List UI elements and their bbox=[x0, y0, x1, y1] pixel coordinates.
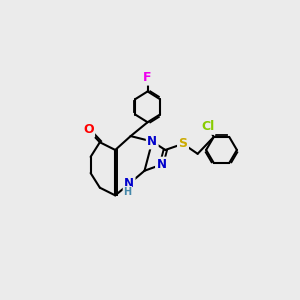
Text: N: N bbox=[147, 135, 157, 148]
Text: Cl: Cl bbox=[201, 120, 214, 134]
Text: N: N bbox=[124, 177, 134, 190]
Text: O: O bbox=[83, 123, 94, 136]
Text: H: H bbox=[124, 187, 132, 196]
Text: S: S bbox=[178, 137, 188, 150]
Text: N: N bbox=[157, 158, 166, 171]
Text: F: F bbox=[143, 71, 152, 84]
